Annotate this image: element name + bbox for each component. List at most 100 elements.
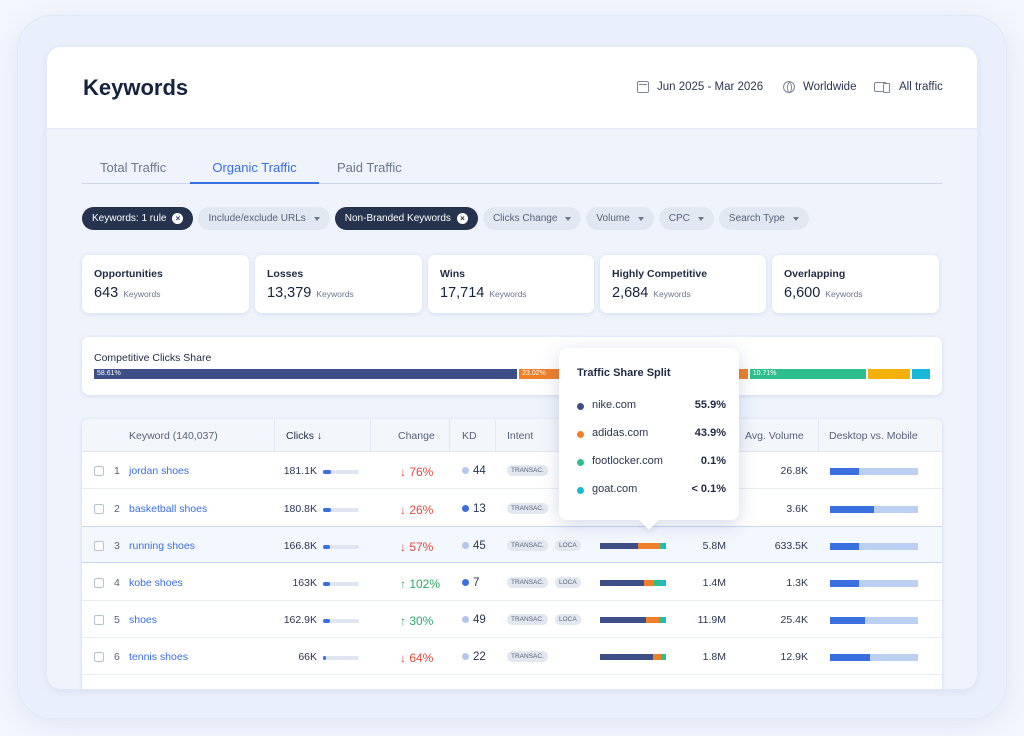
desktop-mobile-bar <box>830 654 918 661</box>
tooltip-domain: goat.com <box>592 483 638 495</box>
metric-number: 643 <box>94 285 119 301</box>
metric-card[interactable]: Highly Competitive 2,684 Keywords <box>600 255 766 313</box>
intent-tag: TRANSAC. <box>507 540 548 551</box>
traffic-share-segment <box>660 543 664 549</box>
keywords-panel: Keywords Jun 2025 - Mar 2026 Worldwide A… <box>47 47 977 689</box>
filter-chip[interactable]: Search Type <box>718 207 809 230</box>
close-icon[interactable]: × <box>172 213 184 224</box>
region-selector[interactable]: Worldwide <box>783 81 856 93</box>
clicks-bar-fill <box>323 656 326 660</box>
col-kd[interactable]: KD <box>462 430 477 442</box>
desktop-mobile-bar <box>830 468 918 475</box>
calendar-icon <box>637 81 649 93</box>
traffic-share-segment <box>638 543 661 549</box>
metric-value: 17,714 Keywords <box>440 285 594 301</box>
clicks-share-segment[interactable]: 10.71% <box>749 369 867 379</box>
kd-indicator <box>462 505 469 512</box>
metric-card[interactable]: Losses 13,379 Keywords <box>255 255 422 313</box>
filter-chip[interactable]: CPC <box>658 207 714 230</box>
table-row[interactable]: 6 tennis shoes 66K ↓ 64% 22 TRANSAC. 1.8M 12.9K <box>82 638 942 675</box>
intent-tag: LOCA <box>555 540 581 551</box>
mobile-share <box>865 617 918 624</box>
table-row[interactable]: 4 kobe shoes 163K ↑ 102% 7 TRANSAC. LOCA 1.4M 1.… <box>82 564 942 601</box>
traffic-selector[interactable]: All traffic <box>874 81 943 93</box>
col-intent[interactable]: Intent <box>507 430 534 442</box>
kd-value: 45 <box>473 540 486 552</box>
filter-bar: Keywords: 1 rule × Include/exclude URLs Non… <box>82 207 809 231</box>
tab-paid-traffic[interactable]: Paid Traffic <box>337 160 402 175</box>
chevron-down-icon <box>637 216 644 221</box>
clicks-share-segment[interactable] <box>911 369 930 379</box>
keyword-link[interactable]: tennis shoes <box>129 651 188 663</box>
filter-chip[interactable]: Clicks Change <box>482 207 582 230</box>
metric-card[interactable]: Wins 17,714 Keywords <box>428 255 594 313</box>
chevron-down-icon <box>792 216 799 221</box>
clicks-bar-fill <box>323 545 331 549</box>
traffic-share-segment <box>659 617 663 623</box>
clicks-share-bar[interactable]: 58.61% 23.02% 10.71% <box>94 369 930 379</box>
metric-number: 17,714 <box>440 285 485 301</box>
filter-chip[interactable]: Volume <box>586 207 654 230</box>
close-icon[interactable]: × <box>456 213 468 224</box>
filter-chip[interactable]: Keywords: 1 rule × <box>82 207 194 230</box>
desktop-mobile-bar <box>830 580 918 587</box>
clicks-bar <box>323 582 359 586</box>
row-checkbox[interactable] <box>94 578 104 588</box>
clicks-value: 180.8K <box>283 503 317 515</box>
metric-unit: Keywords <box>123 289 161 299</box>
table-row[interactable]: 5 shoes 162.9K ↑ 30% 49 TRANSAC. LOCA 11.9M 25.4… <box>82 601 942 638</box>
metric-card[interactable]: Opportunities 643 Keywords <box>82 255 249 313</box>
keyword-link[interactable]: shoes <box>129 614 158 626</box>
table-row[interactable]: 2 basketball shoes 180.8K ↓ 26% 13 TRANSAC. 3.… <box>82 490 942 527</box>
col-change[interactable]: Change <box>398 430 435 442</box>
row-checkbox[interactable] <box>94 652 104 662</box>
avg-volume-value: 25.4K <box>780 614 808 626</box>
tooltip-item: adidas.com 43.9% <box>577 427 726 441</box>
tab-total-traffic[interactable]: Total Traffic <box>100 160 167 175</box>
mobile-share <box>859 580 918 587</box>
tooltip-item: nike.com 55.9% <box>577 399 726 413</box>
keyword-link[interactable]: basketball shoes <box>129 503 208 515</box>
col-keyword[interactable]: Keyword (140,037) <box>129 430 218 442</box>
metric-unit: Keywords <box>825 289 863 299</box>
kd-indicator <box>462 579 469 586</box>
keyword-link[interactable]: running shoes <box>129 540 195 552</box>
mobile-share <box>869 654 918 661</box>
row-checkbox[interactable] <box>94 504 104 514</box>
keyword-link[interactable]: jordan shoes <box>129 465 190 477</box>
kd-indicator <box>462 467 469 474</box>
tab-organic-traffic[interactable]: Organic Traffic <box>190 160 319 184</box>
traffic-share-segment <box>662 580 666 586</box>
clicks-value: 66K <box>298 651 317 663</box>
clicks-share-segment[interactable]: 58.61% <box>94 369 518 379</box>
filter-chip[interactable]: Include/exclude URLs <box>198 207 330 230</box>
traffic-share-bar[interactable] <box>600 580 666 586</box>
tooltip-value: 43.9% <box>694 427 726 439</box>
col-avg-volume[interactable]: Avg. Volume <box>745 430 804 442</box>
row-checkbox[interactable] <box>94 541 104 551</box>
tooltip-domain: adidas.com <box>592 427 649 439</box>
metric-unit: Keywords <box>653 289 691 299</box>
traffic-share-segment <box>646 617 660 623</box>
date-range-picker[interactable]: Jun 2025 - Mar 2026 <box>637 81 763 93</box>
row-checkbox[interactable] <box>94 615 104 625</box>
metric-card[interactable]: Overlapping 6,600 Keywords <box>772 255 939 313</box>
traffic-share-bar[interactable] <box>600 543 666 549</box>
col-clicks[interactable]: Clicks ↓ <box>286 430 323 442</box>
clicks-bar <box>323 656 359 660</box>
keyword-link[interactable]: kobe shoes <box>129 577 183 589</box>
traffic-share-bar[interactable] <box>600 654 666 660</box>
table-row[interactable]: 3 running shoes 166.8K ↓ 57% 45 TRANSAC. LOCA 5… <box>82 526 942 563</box>
intent-tag: TRANSAC. <box>507 614 548 625</box>
col-desktop-mobile[interactable]: Desktop vs. Mobile <box>829 430 918 442</box>
clicks-share-segment[interactable] <box>868 369 910 379</box>
traffic-share-bar[interactable] <box>600 617 666 623</box>
kd-indicator <box>462 542 469 549</box>
metric-title: Overlapping <box>784 268 846 280</box>
filter-chip[interactable]: Non-Branded Keywords × <box>334 207 478 230</box>
table-row[interactable]: 1 jordan shoes 181.1K ↓ 76% 44 TRANSAC. 26.8K <box>82 452 942 489</box>
row-checkbox[interactable] <box>94 466 104 476</box>
avg-volume-value: 1.3K <box>786 577 808 589</box>
traffic-share-segment <box>600 654 653 660</box>
traffic-share-segment <box>652 654 661 660</box>
